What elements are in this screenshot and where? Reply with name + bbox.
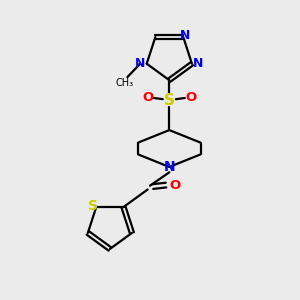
Text: S: S — [164, 93, 175, 108]
Text: N: N — [164, 160, 175, 174]
Text: N: N — [135, 57, 146, 70]
Text: S: S — [88, 199, 98, 212]
Text: O: O — [142, 91, 154, 104]
Text: N: N — [193, 57, 204, 70]
Text: O: O — [169, 178, 181, 192]
Text: N: N — [180, 28, 190, 42]
Text: O: O — [185, 91, 196, 104]
Text: CH₃: CH₃ — [116, 78, 134, 88]
